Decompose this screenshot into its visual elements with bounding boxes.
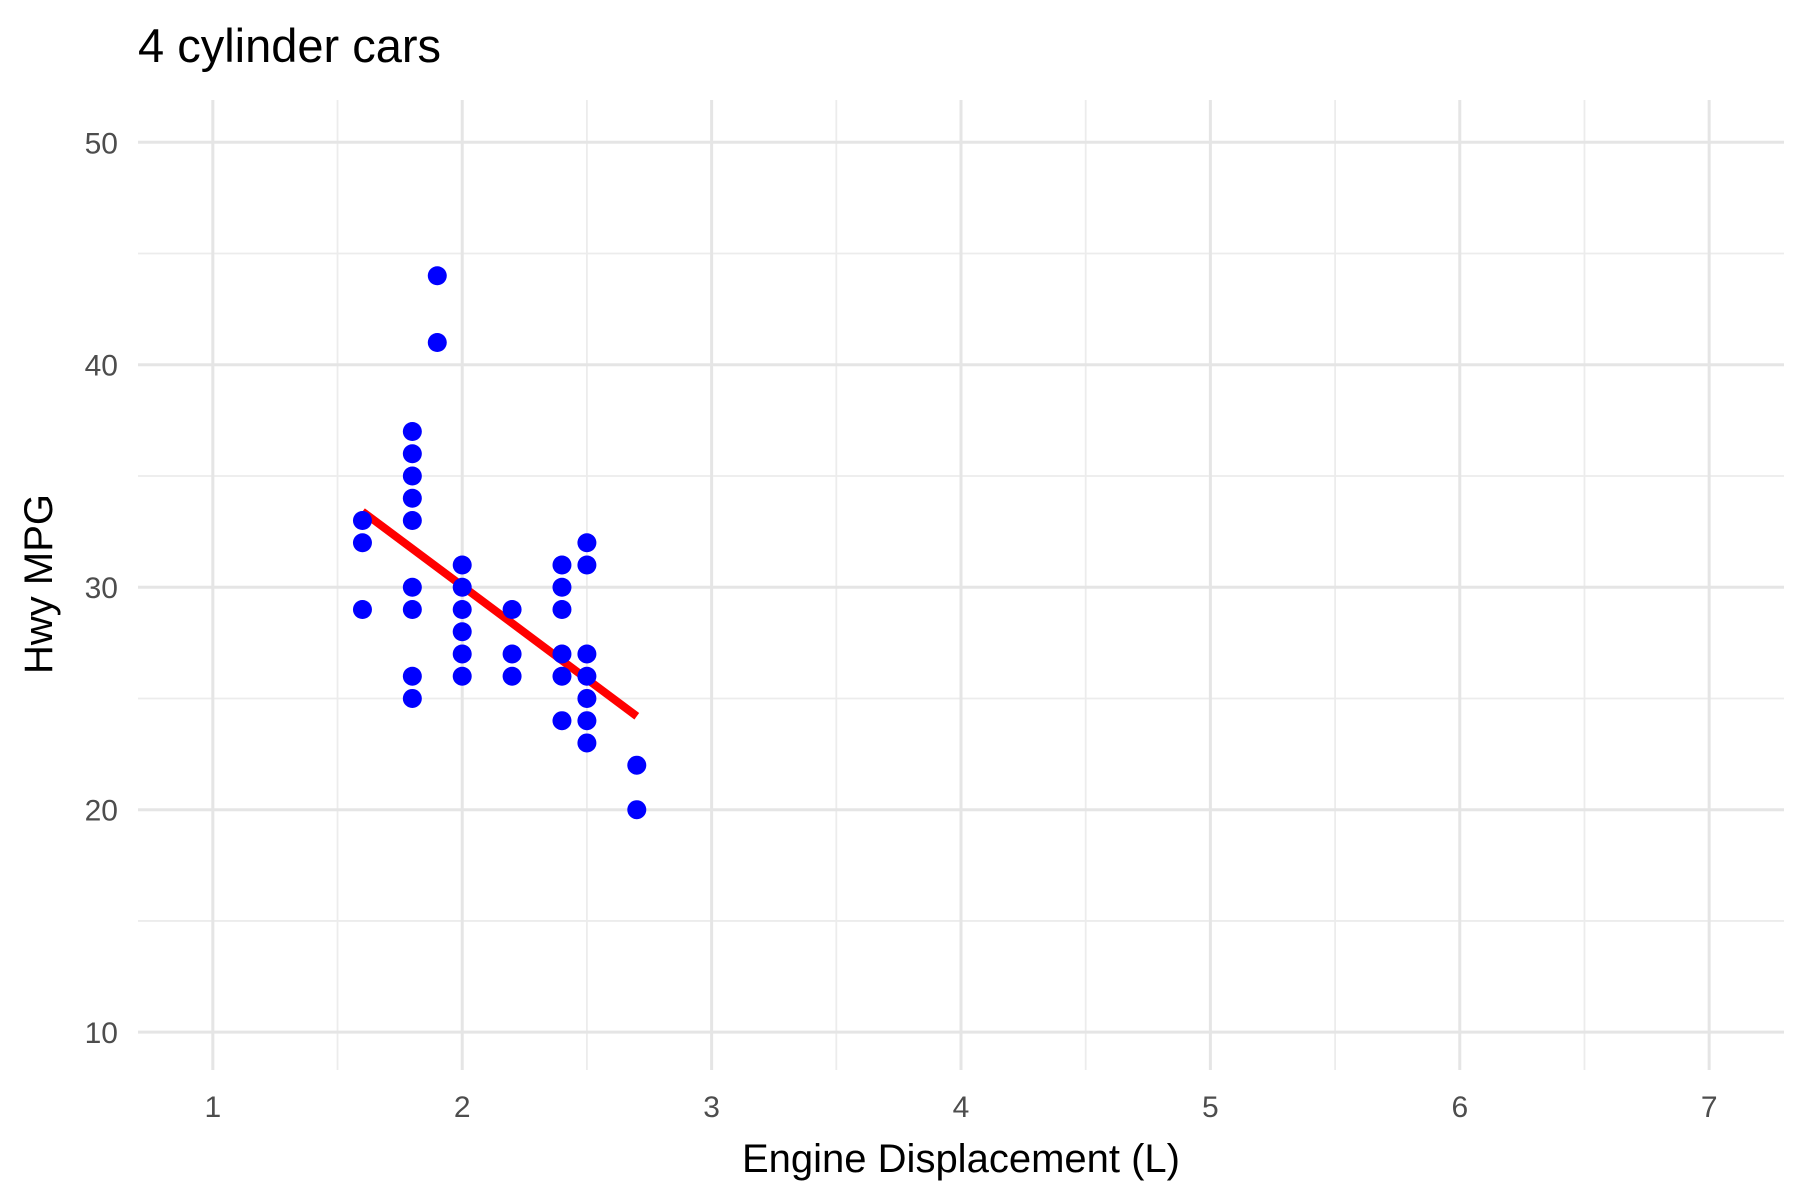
data-point xyxy=(452,622,472,642)
data-point xyxy=(577,688,597,708)
y-tick-label: 10 xyxy=(85,1017,118,1050)
data-point xyxy=(552,711,572,731)
data-point xyxy=(402,466,422,486)
x-tick-label: 4 xyxy=(953,1091,970,1124)
data-point xyxy=(452,577,472,597)
x-tick-label: 1 xyxy=(204,1091,221,1124)
data-point xyxy=(452,666,472,686)
data-point xyxy=(352,599,372,619)
data-points xyxy=(352,266,647,820)
data-point xyxy=(402,577,422,597)
y-tick-label: 30 xyxy=(85,572,118,605)
data-point xyxy=(402,688,422,708)
data-point xyxy=(352,510,372,530)
data-point xyxy=(402,444,422,464)
x-axis-tick-labels: 1 2 3 4 5 6 7 xyxy=(204,1091,1717,1124)
data-point xyxy=(577,733,597,753)
major-gridlines xyxy=(138,100,1784,1070)
data-point xyxy=(452,599,472,619)
data-point xyxy=(402,666,422,686)
data-point xyxy=(402,599,422,619)
data-point xyxy=(627,755,647,775)
data-point xyxy=(552,577,572,597)
data-point xyxy=(577,666,597,686)
data-point xyxy=(452,555,472,575)
y-tick-label: 40 xyxy=(85,350,118,383)
x-tick-label: 2 xyxy=(454,1091,471,1124)
data-point xyxy=(627,800,647,820)
y-tick-label: 50 xyxy=(85,127,118,160)
data-point xyxy=(427,266,447,286)
data-point xyxy=(577,533,597,553)
data-point xyxy=(402,510,422,530)
data-point xyxy=(502,666,522,686)
data-point xyxy=(552,666,572,686)
x-tick-label: 6 xyxy=(1451,1091,1468,1124)
data-point xyxy=(352,533,372,553)
x-axis-title: Engine Displacement (L) xyxy=(742,1137,1180,1181)
data-point xyxy=(577,555,597,575)
x-tick-label: 3 xyxy=(703,1091,720,1124)
data-point xyxy=(552,555,572,575)
data-point xyxy=(452,644,472,664)
x-tick-label: 7 xyxy=(1701,1091,1718,1124)
y-axis-title: Hwy MPG xyxy=(17,494,61,674)
chart-title: 4 cylinder cars xyxy=(138,19,441,72)
data-point xyxy=(552,599,572,619)
data-point xyxy=(427,333,447,352)
y-axis-tick-labels: 10 20 30 40 50 xyxy=(85,127,118,1050)
x-tick-label: 5 xyxy=(1202,1091,1219,1124)
data-point xyxy=(402,488,422,508)
data-point xyxy=(577,711,597,731)
data-point xyxy=(502,644,522,664)
data-point xyxy=(552,644,572,664)
y-tick-label: 20 xyxy=(85,795,118,828)
data-point xyxy=(502,599,522,619)
data-point xyxy=(402,421,422,441)
data-point xyxy=(577,644,597,664)
